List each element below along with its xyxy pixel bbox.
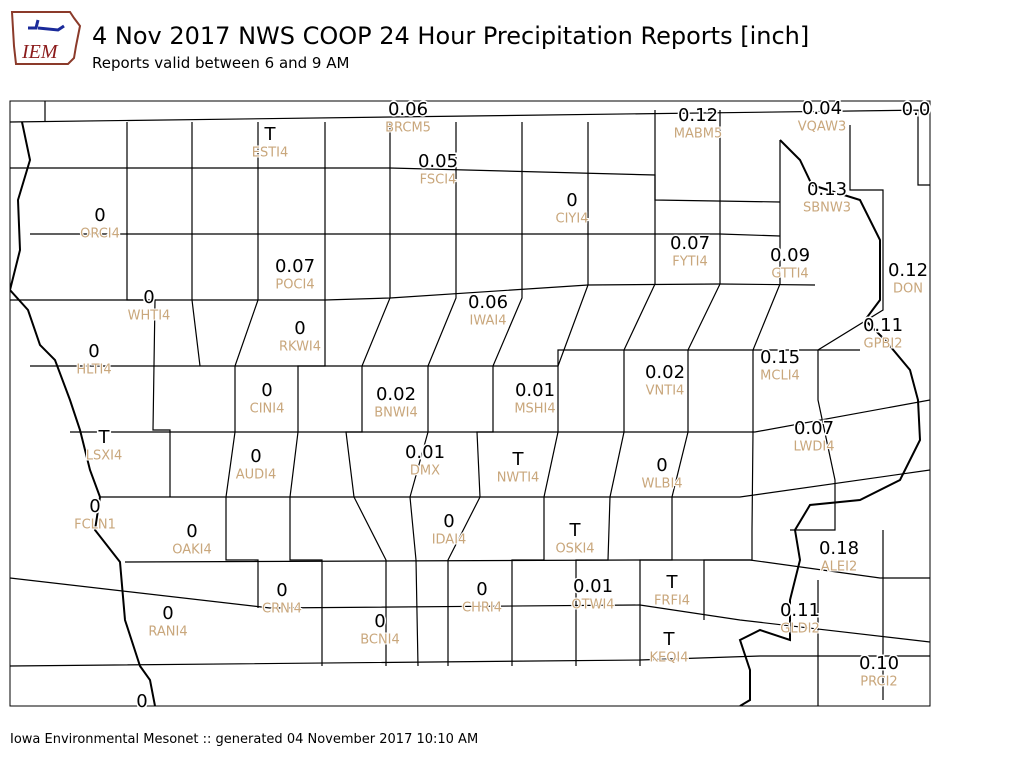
station-value: 0.12 <box>678 105 718 126</box>
station-id: LWDI4 <box>793 440 834 455</box>
station-value: 0 <box>294 318 305 339</box>
station-value: 0.06 <box>388 99 428 120</box>
station-id: POCI4 <box>275 278 314 293</box>
station-id: MCLI4 <box>760 369 800 384</box>
station-value: T <box>264 124 277 145</box>
station-id: ESTI4 <box>252 146 289 161</box>
station-id: CRNI4 <box>262 602 302 617</box>
station-value: 0 <box>94 205 105 226</box>
station-value: T <box>666 572 679 593</box>
station-id: FSCI4 <box>420 173 457 188</box>
station-id: CINI4 <box>250 402 285 417</box>
station-value: 0.02 <box>645 362 685 383</box>
station-value: 0 <box>656 455 667 476</box>
subtitle: Reports valid between 6 and 9 AM <box>92 54 350 72</box>
station-id: GPBI2 <box>864 337 903 352</box>
station-value: 0.11 <box>863 315 903 336</box>
station-value: 0.10 <box>859 653 899 674</box>
station-value: 0 <box>89 496 100 517</box>
boundaries <box>10 101 930 706</box>
station-value: T <box>569 520 582 541</box>
station-value: 0.13 <box>807 179 847 200</box>
station-value: 0 <box>276 580 287 601</box>
station-value: 0.0 <box>902 99 931 120</box>
station-value: 0 <box>261 380 272 401</box>
logo-text: IEM <box>21 41 59 63</box>
title: 4 Nov 2017 NWS COOP 24 Hour Precipitatio… <box>92 22 810 50</box>
logo: IEM <box>10 11 82 65</box>
station-value: 0.09 <box>770 245 810 266</box>
station-id: OSKI4 <box>555 542 594 557</box>
station-id: GLDI2 <box>780 622 819 637</box>
station-id: KEQI4 <box>649 651 688 666</box>
station-value: 0.01 <box>405 442 445 463</box>
station-id: FRFI4 <box>654 594 690 609</box>
station-id: WHTI4 <box>128 309 171 324</box>
map-frame <box>9 100 931 707</box>
station-id: GTTI4 <box>771 267 808 282</box>
station-value: 0.18 <box>819 538 859 559</box>
station-id: CIYI4 <box>556 212 589 227</box>
station-value: 0 <box>88 341 99 362</box>
station-id: RANI4 <box>148 625 187 640</box>
station-value: 0.04 <box>802 98 842 119</box>
station-id: CHRI4 <box>462 601 502 616</box>
station-value: 0.12 <box>888 260 928 281</box>
station-id: RKWI4 <box>279 340 321 355</box>
station-value: 0 <box>566 190 577 211</box>
station-id: MSHI4 <box>514 402 555 417</box>
station-id: SBNW3 <box>803 201 851 216</box>
station-id: DON <box>893 282 923 297</box>
station-value: 0.07 <box>794 418 834 439</box>
station-value: 0.07 <box>670 233 710 254</box>
station-id: NWTI4 <box>497 471 540 486</box>
station-id: OTWI4 <box>571 598 614 613</box>
station-value: T <box>663 629 676 650</box>
station-value: T <box>512 449 525 470</box>
station-id: OAKI4 <box>172 543 212 558</box>
station-id: BCNI4 <box>360 633 400 648</box>
station-id: FCLN1 <box>74 518 116 533</box>
station-id: HLTI4 <box>76 363 111 378</box>
station-id: VNTI4 <box>646 384 685 399</box>
station-value: 0 <box>374 611 385 632</box>
station-value: T <box>98 427 111 448</box>
footer: Iowa Environmental Mesonet :: generated … <box>10 732 479 747</box>
station-value: 0 <box>250 446 261 467</box>
station-id: BNWI4 <box>374 406 418 421</box>
station-id: FYTI4 <box>672 255 707 270</box>
station-value: 0 <box>476 579 487 600</box>
station-id: IWAI4 <box>470 314 507 329</box>
station-id: LSXI4 <box>86 449 123 464</box>
station-value: 0.02 <box>376 384 416 405</box>
station-value: 0 <box>162 603 173 624</box>
station-value: 0.11 <box>780 600 820 621</box>
station-value: 0 <box>143 287 154 308</box>
station-value: 0.07 <box>275 256 315 277</box>
station-id: ALEI2 <box>821 560 857 575</box>
station-id: VQAW3 <box>798 120 846 135</box>
station-value: 0.06 <box>468 292 508 313</box>
station-id: AUDI4 <box>236 468 277 483</box>
station-value: 0.01 <box>573 576 613 597</box>
station-value: 0.01 <box>515 380 555 401</box>
station-value: 0 <box>443 511 454 532</box>
station-id: ORCI4 <box>80 227 120 242</box>
station-id: PRCI2 <box>860 675 897 690</box>
station-id: WLBI4 <box>641 477 682 492</box>
station-value: 0.15 <box>760 347 800 368</box>
station-value: 0 <box>136 691 147 712</box>
logo-mark <box>28 19 65 32</box>
station-id: BRCM5 <box>385 121 431 136</box>
station-id: IDAI4 <box>432 533 467 548</box>
station-value: 0 <box>186 521 197 542</box>
station-id: DMX <box>410 464 440 479</box>
station-id: MABM5 <box>674 127 723 142</box>
station-value: 0.05 <box>418 151 458 172</box>
